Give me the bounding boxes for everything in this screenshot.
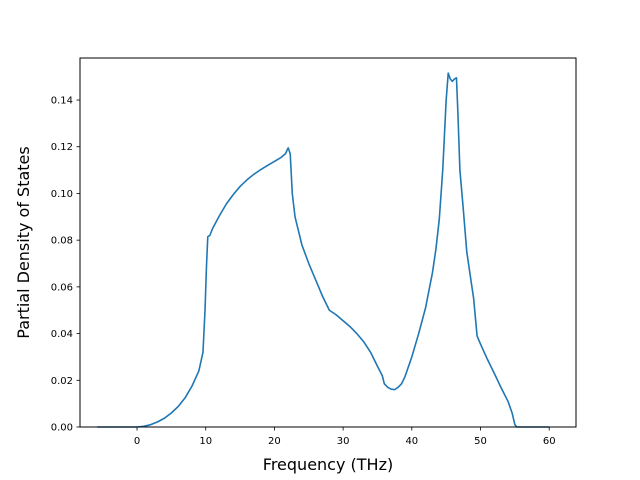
y-tick-label: 0.08 [51,236,73,247]
x-axis-label: Frequency (THz) [263,455,393,474]
series-line [97,72,550,428]
y-tick-label: 0.06 [51,282,73,293]
x-tick-label: 10 [199,436,212,447]
x-tick-label: 60 [543,436,556,447]
y-axis-ticks: 0.00 0.02 0.04 0.06 0.08 0.10 0.12 0.14 [51,96,80,434]
series-layer [97,72,550,428]
x-tick-label: 0 [134,436,140,447]
y-tick-label: 0.04 [51,329,73,340]
x-tick-label: 30 [337,436,350,447]
x-tick-label: 20 [268,436,281,447]
y-tick-label: 0.14 [51,96,73,107]
y-tick-label: 0.12 [51,142,73,153]
y-tick-label: 0.02 [51,376,73,387]
y-axis-label: Partial Density of States [14,146,33,338]
plot-area [80,58,576,427]
x-axis-ticks: 0 10 20 30 40 50 60 [134,427,556,447]
plot-frame [79,57,577,428]
y-tick-label: 0.10 [51,189,73,200]
x-tick-label: 50 [474,436,487,447]
x-tick-label: 40 [405,436,418,447]
y-tick-label: 0.00 [51,423,73,434]
